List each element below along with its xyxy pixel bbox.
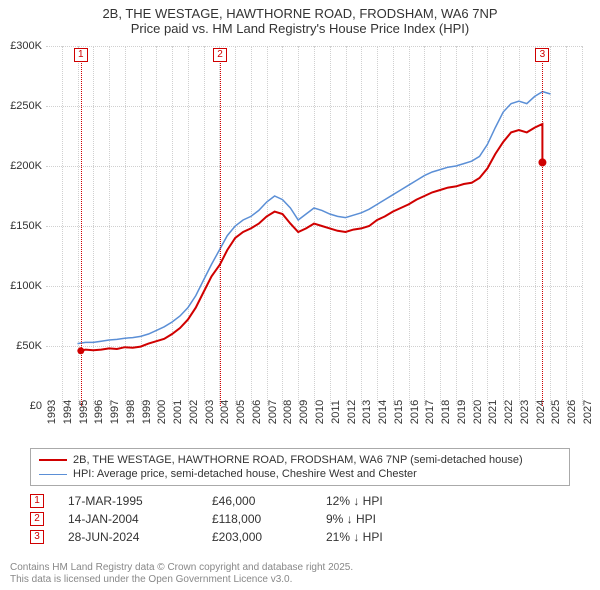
event-vline (81, 54, 82, 406)
plot-area (46, 46, 582, 406)
y-tick-label: £250K (10, 100, 42, 112)
event-date: 17-MAR-1995 (68, 494, 188, 508)
y-tick-label: £150K (10, 220, 42, 232)
title-line2: Price paid vs. HM Land Registry's House … (0, 21, 600, 36)
title-block: 2B, THE WESTAGE, HAWTHORNE ROAD, FRODSHA… (0, 0, 600, 36)
y-tick-label: £300K (10, 40, 42, 52)
event-marker-2: 2 (30, 512, 44, 526)
events-table: 1 17-MAR-1995 £46,000 12% ↓ HPI 2 14-JAN… (30, 492, 570, 546)
y-tick-label: £0 (30, 400, 42, 412)
series-hpi (78, 92, 551, 344)
y-tick-label: £50K (16, 340, 42, 352)
legend-row: 2B, THE WESTAGE, HAWTHORNE ROAD, FRODSHA… (39, 453, 561, 467)
event-marker-icon: 3 (535, 48, 549, 62)
event-vline (220, 54, 221, 406)
event-marker-3: 3 (30, 530, 44, 544)
y-tick-label: £200K (10, 160, 42, 172)
event-marker-icon: 2 (213, 48, 227, 62)
attribution-line2: This data is licensed under the Open Gov… (10, 574, 353, 586)
event-price: £203,000 (212, 530, 302, 544)
legend-row: HPI: Average price, semi-detached house,… (39, 467, 561, 481)
x-tick-label: 2027 (582, 400, 594, 424)
event-row: 1 17-MAR-1995 £46,000 12% ↓ HPI (30, 492, 570, 510)
event-row: 2 14-JAN-2004 £118,000 9% ↓ HPI (30, 510, 570, 528)
legend-swatch-2 (39, 474, 67, 475)
event-date: 14-JAN-2004 (68, 512, 188, 526)
legend-label-2: HPI: Average price, semi-detached house,… (73, 468, 417, 480)
attribution: Contains HM Land Registry data © Crown c… (10, 562, 353, 586)
event-delta: 21% ↓ HPI (326, 530, 446, 544)
y-tick-label: £100K (10, 280, 42, 292)
attribution-line1: Contains HM Land Registry data © Crown c… (10, 562, 353, 574)
legend-label-1: 2B, THE WESTAGE, HAWTHORNE ROAD, FRODSHA… (73, 454, 523, 466)
event-date: 28-JUN-2024 (68, 530, 188, 544)
series-price_paid (81, 124, 543, 351)
chart-container: 2B, THE WESTAGE, HAWTHORNE ROAD, FRODSHA… (0, 0, 600, 590)
title-line1: 2B, THE WESTAGE, HAWTHORNE ROAD, FRODSHA… (0, 6, 600, 21)
gridline-v (582, 46, 583, 406)
legend-box: 2B, THE WESTAGE, HAWTHORNE ROAD, FRODSHA… (30, 448, 570, 486)
event-marker-1: 1 (30, 494, 44, 508)
event-marker-icon: 1 (74, 48, 88, 62)
event-price: £118,000 (212, 512, 302, 526)
legend-swatch-1 (39, 459, 67, 461)
event-delta: 12% ↓ HPI (326, 494, 446, 508)
event-row: 3 28-JUN-2024 £203,000 21% ↓ HPI (30, 528, 570, 546)
event-price: £46,000 (212, 494, 302, 508)
event-vline (542, 54, 543, 406)
event-delta: 9% ↓ HPI (326, 512, 446, 526)
